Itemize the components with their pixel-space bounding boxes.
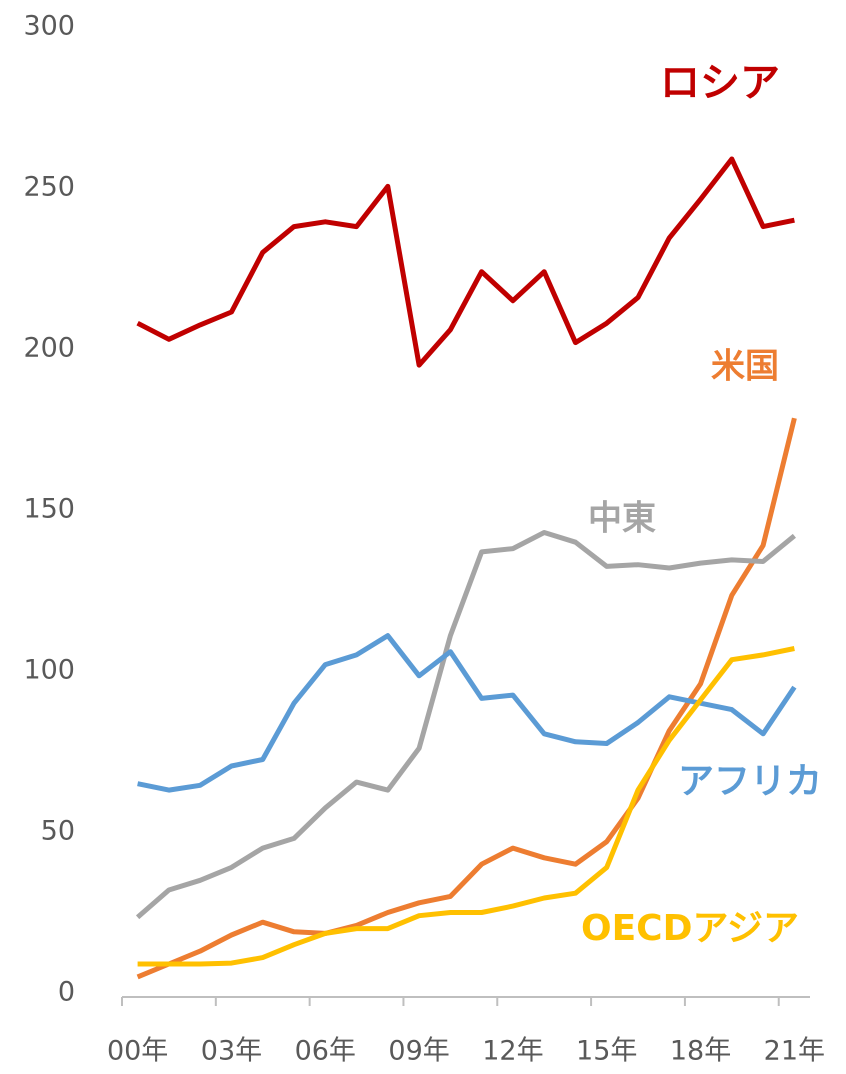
- y-tick-label: 300: [23, 11, 75, 42]
- x-tick-label: 09年: [388, 1036, 449, 1067]
- series-line: [136, 156, 795, 368]
- x-tick-label: 18年: [670, 1036, 731, 1067]
- series-line: [136, 417, 797, 980]
- series-line: [135, 530, 796, 920]
- series-label: アフリカ: [678, 761, 822, 802]
- series-label: ロシア: [660, 60, 780, 106]
- y-tick-label: 50: [41, 816, 75, 847]
- y-tick-label: 200: [23, 333, 75, 364]
- x-tick-label: 12年: [482, 1036, 543, 1067]
- y-tick-label: 150: [23, 494, 75, 525]
- x-tick-label: 00年: [107, 1036, 168, 1067]
- series-label: 中東: [588, 499, 656, 539]
- y-tick-label: 250: [23, 172, 75, 203]
- y-tick-label: 0: [58, 977, 75, 1008]
- y-tick-label: 100: [23, 655, 75, 686]
- x-tick-label: 21年: [764, 1036, 825, 1067]
- x-tick-label: 06年: [295, 1036, 356, 1067]
- series-label: OECDアジア: [581, 908, 799, 949]
- x-tick-label: 15年: [576, 1036, 637, 1067]
- series-label: 米国: [711, 347, 779, 387]
- x-tick-label: 03年: [201, 1036, 262, 1067]
- series-line: [137, 646, 795, 967]
- series-line: [137, 633, 797, 793]
